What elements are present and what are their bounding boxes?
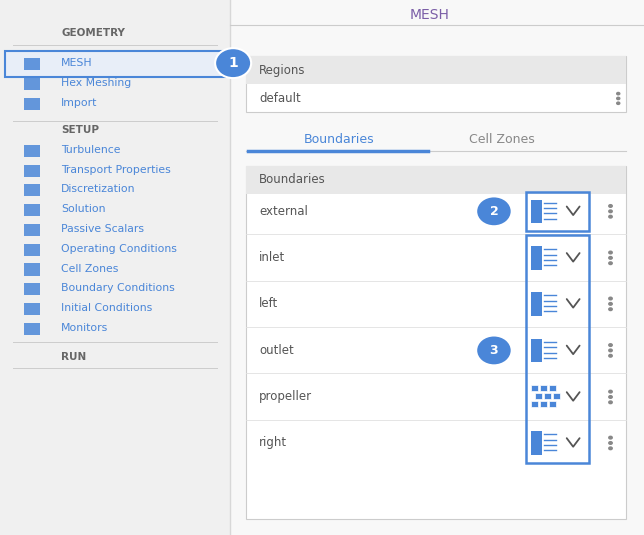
- Bar: [531, 246, 542, 270]
- Circle shape: [608, 256, 613, 260]
- Bar: [246, 166, 626, 519]
- Bar: [24, 264, 41, 276]
- Circle shape: [608, 446, 613, 450]
- Text: SETUP: SETUP: [61, 125, 99, 135]
- Text: 1: 1: [228, 56, 238, 70]
- Circle shape: [608, 209, 613, 213]
- Circle shape: [616, 97, 621, 101]
- Text: Solution: Solution: [61, 204, 106, 214]
- Text: external: external: [259, 205, 308, 218]
- Text: Passive Scalars: Passive Scalars: [61, 224, 144, 234]
- Circle shape: [608, 348, 613, 353]
- Circle shape: [608, 435, 613, 440]
- Circle shape: [215, 48, 251, 78]
- Bar: [24, 184, 41, 196]
- Text: Turbulence: Turbulence: [61, 145, 120, 155]
- Text: Operating Conditions: Operating Conditions: [61, 244, 177, 254]
- Bar: [24, 351, 42, 364]
- Text: propeller: propeller: [259, 391, 312, 403]
- Text: Transport Properties: Transport Properties: [61, 165, 171, 174]
- Circle shape: [608, 296, 613, 301]
- Bar: [553, 393, 560, 399]
- Circle shape: [616, 102, 621, 105]
- Circle shape: [608, 215, 613, 219]
- Text: inlet: inlet: [259, 251, 285, 264]
- Bar: [230, 0, 644, 535]
- Circle shape: [608, 302, 613, 306]
- Circle shape: [608, 250, 613, 255]
- Bar: [246, 166, 626, 194]
- Bar: [549, 385, 556, 391]
- Text: RUN: RUN: [61, 352, 86, 362]
- Bar: [549, 401, 556, 407]
- Text: Cell Zones: Cell Zones: [469, 133, 535, 146]
- Text: Import: Import: [61, 98, 97, 108]
- Bar: [24, 145, 41, 157]
- Circle shape: [608, 261, 613, 265]
- Bar: [246, 56, 626, 112]
- Bar: [24, 165, 41, 177]
- Bar: [24, 224, 41, 236]
- Bar: [24, 244, 41, 256]
- Bar: [531, 339, 542, 362]
- Bar: [24, 124, 42, 137]
- Bar: [246, 56, 626, 84]
- Circle shape: [616, 92, 621, 95]
- Text: Hex Meshing: Hex Meshing: [61, 78, 131, 88]
- Circle shape: [608, 354, 613, 358]
- Circle shape: [608, 307, 613, 311]
- Bar: [5, 51, 225, 77]
- Bar: [531, 401, 538, 407]
- Circle shape: [608, 395, 613, 399]
- Circle shape: [608, 389, 613, 394]
- Bar: [535, 393, 542, 399]
- Bar: [540, 401, 547, 407]
- Text: left: left: [259, 297, 278, 310]
- Circle shape: [608, 204, 613, 208]
- Text: Boundaries: Boundaries: [259, 173, 326, 186]
- Text: right: right: [259, 437, 287, 449]
- Bar: [24, 58, 41, 70]
- Circle shape: [477, 337, 511, 364]
- Bar: [24, 27, 42, 40]
- Circle shape: [608, 441, 613, 445]
- Bar: [544, 393, 551, 399]
- Bar: [0, 0, 230, 535]
- Text: 3: 3: [489, 344, 498, 357]
- Text: Initial Conditions: Initial Conditions: [61, 303, 153, 313]
- Bar: [24, 97, 41, 110]
- Text: MESH: MESH: [410, 8, 450, 22]
- Text: Discretization: Discretization: [61, 185, 136, 194]
- Bar: [531, 292, 542, 316]
- Text: Boundaries: Boundaries: [304, 133, 375, 146]
- Text: Cell Zones: Cell Zones: [61, 264, 118, 273]
- Text: GEOMETRY: GEOMETRY: [61, 28, 125, 38]
- Bar: [24, 78, 41, 90]
- Bar: [24, 283, 41, 295]
- Bar: [531, 200, 542, 223]
- Bar: [24, 303, 41, 315]
- Text: outlet: outlet: [259, 344, 294, 357]
- Bar: [24, 204, 41, 216]
- Bar: [531, 431, 542, 455]
- Text: MESH: MESH: [61, 58, 93, 68]
- Text: Regions: Regions: [259, 64, 305, 77]
- Circle shape: [608, 343, 613, 347]
- Circle shape: [608, 400, 613, 404]
- Text: default: default: [259, 92, 301, 105]
- Text: Monitors: Monitors: [61, 323, 108, 333]
- Bar: [540, 385, 547, 391]
- Circle shape: [477, 197, 511, 225]
- Text: Boundary Conditions: Boundary Conditions: [61, 284, 175, 293]
- Bar: [24, 323, 41, 335]
- Bar: [531, 385, 538, 391]
- Text: 2: 2: [489, 205, 498, 218]
